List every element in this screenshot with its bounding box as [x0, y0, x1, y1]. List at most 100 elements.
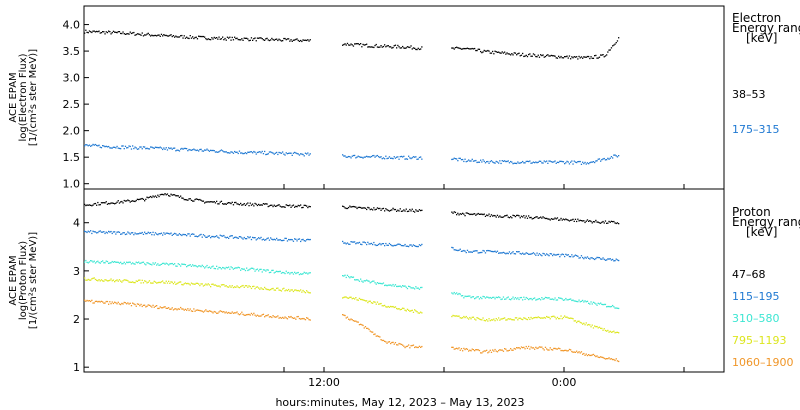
data-point [514, 215, 517, 218]
data-point [304, 240, 307, 242]
data-point [150, 263, 152, 265]
data-point [280, 239, 283, 242]
data-point [134, 303, 136, 306]
data-point [360, 298, 362, 301]
data-point [597, 327, 599, 329]
data-point [159, 146, 161, 148]
data-point [460, 295, 463, 297]
data-point [112, 279, 115, 281]
data-point [471, 47, 473, 50]
data-point [505, 319, 507, 321]
data-point [242, 313, 244, 315]
data-point [595, 219, 597, 222]
data-point [284, 316, 286, 318]
data-point [150, 305, 152, 307]
data-point [558, 253, 560, 256]
data-point [278, 270, 280, 273]
data-point [560, 55, 562, 58]
data-point [216, 235, 218, 237]
data-point [546, 217, 548, 220]
data-point [385, 155, 387, 157]
data-point [216, 265, 218, 267]
data-point [397, 285, 399, 288]
data-point [505, 253, 507, 255]
data-point [346, 156, 349, 158]
data-point [301, 207, 303, 209]
data-point [309, 206, 311, 208]
data-point [177, 149, 179, 151]
data-point [481, 319, 483, 321]
data-point [184, 199, 187, 201]
data-point [565, 297, 567, 300]
data-point [230, 266, 232, 268]
data-point [370, 46, 373, 48]
data-point [219, 234, 221, 236]
data-point [115, 280, 117, 282]
data-point [282, 271, 284, 274]
data-point [270, 151, 272, 153]
data-point [596, 221, 598, 223]
data-point [550, 161, 553, 163]
data-point [504, 348, 506, 350]
data-point [604, 303, 607, 306]
data-point [618, 155, 620, 157]
data-point [123, 301, 125, 304]
data-point [402, 344, 404, 346]
data-point [214, 235, 217, 238]
data-point [536, 252, 538, 254]
data-point [166, 193, 169, 195]
data-point [220, 200, 223, 202]
data-point [564, 56, 566, 58]
data-point [84, 230, 86, 232]
data-point [542, 317, 544, 319]
data-point [582, 57, 584, 59]
data-point [613, 306, 615, 308]
data-point [607, 358, 609, 360]
data-point [506, 297, 508, 299]
data-point [216, 151, 218, 153]
data-point [246, 267, 248, 269]
data-point [490, 214, 493, 216]
data-point [139, 305, 141, 307]
data-point [524, 162, 526, 164]
data-point [122, 232, 124, 234]
data-point [415, 156, 417, 158]
data-point [241, 268, 243, 270]
legend-item: 38–53 [732, 88, 766, 101]
data-point [394, 244, 397, 247]
data-point [594, 221, 596, 223]
data-point [409, 286, 411, 288]
data-point [559, 256, 561, 258]
data-point [496, 351, 499, 353]
data-point [613, 44, 615, 46]
data-point [253, 285, 255, 287]
data-point [230, 39, 232, 41]
legend-title-line: [keV] [746, 31, 777, 45]
data-point [219, 201, 221, 203]
data-point [380, 244, 382, 246]
data-point [372, 155, 374, 157]
data-point [369, 46, 371, 48]
data-point [122, 262, 124, 265]
data-point [217, 312, 219, 314]
data-point [540, 254, 542, 256]
data-point [135, 34, 137, 36]
data-point [516, 347, 518, 349]
data-point [483, 296, 485, 298]
data-point [505, 348, 507, 350]
data-point [158, 195, 160, 198]
data-point [292, 290, 295, 293]
data-point [594, 258, 596, 261]
data-point [201, 310, 203, 312]
data-point [392, 46, 394, 49]
data-point [279, 39, 281, 41]
data-point [525, 252, 527, 254]
data-point [175, 233, 177, 235]
data-point [571, 254, 573, 256]
data-point [129, 31, 131, 33]
data-point [111, 260, 113, 263]
data-point [476, 296, 478, 298]
data-point [559, 297, 561, 299]
data-point [393, 244, 395, 247]
